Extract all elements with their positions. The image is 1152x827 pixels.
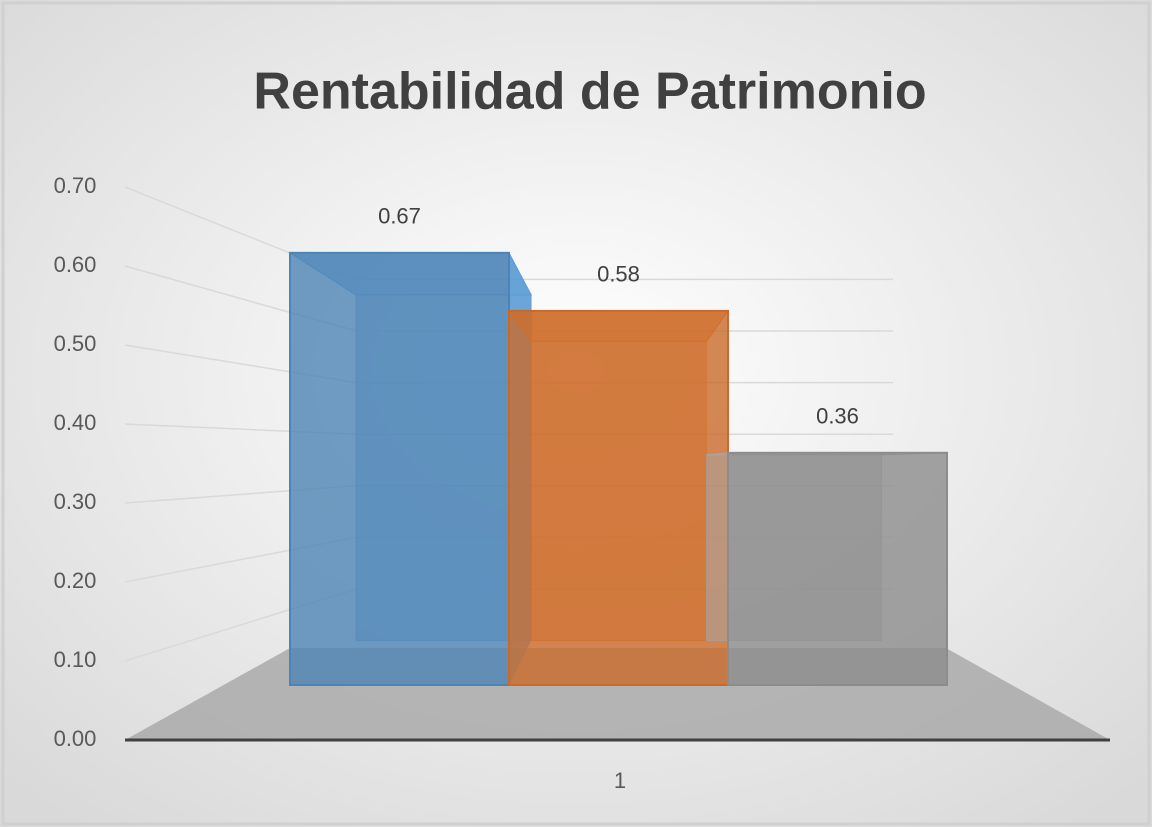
y-tick-label: 0.70 <box>54 173 97 198</box>
chart-title: Rentabilidad de Patrimonio <box>253 63 926 121</box>
y-tick-label: 0.10 <box>54 647 97 672</box>
bar <box>288 251 533 686</box>
bar <box>508 309 729 686</box>
bar-face <box>508 309 729 686</box>
y-tick-label: 0.00 <box>54 726 97 751</box>
y-tick-label: 0.30 <box>54 489 97 514</box>
bar-face <box>289 251 510 686</box>
data-label: 0.58 <box>597 262 640 287</box>
y-tick-label: 0.40 <box>54 410 97 435</box>
bar <box>705 451 948 686</box>
data-label: 0.36 <box>816 404 859 429</box>
bar-face <box>727 451 948 686</box>
y-tick-label: 0.20 <box>54 568 97 593</box>
x-tick-label: 1 <box>614 768 626 793</box>
data-label: 0.67 <box>378 204 421 229</box>
y-tick-label: 0.50 <box>54 331 97 356</box>
y-tick-label: 0.60 <box>54 252 97 277</box>
